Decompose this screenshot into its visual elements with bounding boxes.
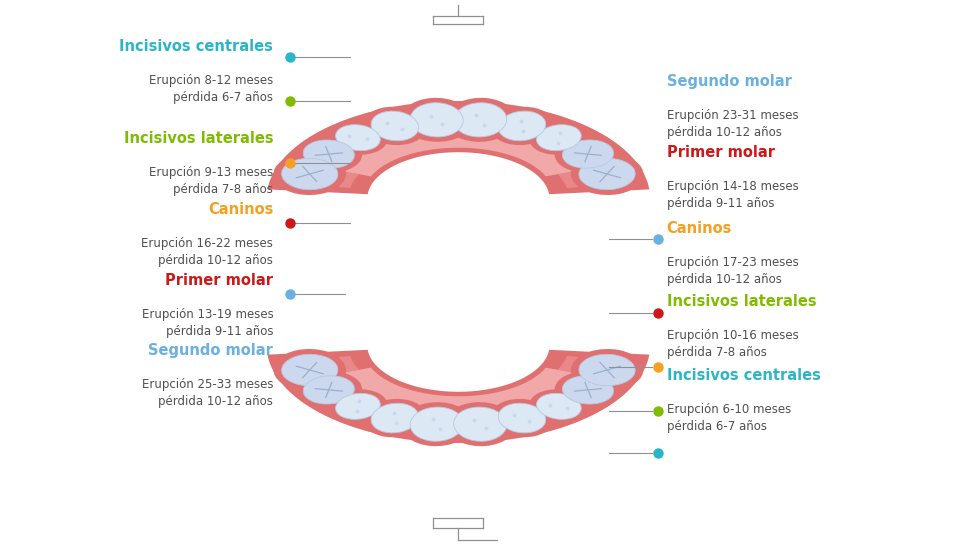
Ellipse shape xyxy=(371,111,418,141)
Text: Incisivos centrales: Incisivos centrales xyxy=(667,368,820,383)
Ellipse shape xyxy=(410,407,463,441)
Ellipse shape xyxy=(329,390,387,423)
Ellipse shape xyxy=(303,376,355,404)
Ellipse shape xyxy=(336,393,381,419)
Ellipse shape xyxy=(579,354,635,386)
Ellipse shape xyxy=(295,135,363,173)
PathPatch shape xyxy=(268,101,649,194)
PathPatch shape xyxy=(342,133,574,176)
Ellipse shape xyxy=(410,103,463,137)
Ellipse shape xyxy=(499,111,546,141)
Ellipse shape xyxy=(571,153,643,195)
Ellipse shape xyxy=(282,158,338,190)
Ellipse shape xyxy=(444,98,516,142)
Ellipse shape xyxy=(295,371,363,409)
Ellipse shape xyxy=(562,376,614,404)
Ellipse shape xyxy=(529,121,588,154)
PathPatch shape xyxy=(293,113,623,188)
Text: Erupción 10-16 meses
pérdida 7-8 años: Erupción 10-16 meses pérdida 7-8 años xyxy=(667,329,798,360)
Text: Primer molar: Primer molar xyxy=(165,273,273,288)
Text: Segundo molar: Segundo molar xyxy=(149,343,273,358)
Ellipse shape xyxy=(444,402,516,446)
Ellipse shape xyxy=(490,399,553,437)
Ellipse shape xyxy=(562,140,614,168)
Ellipse shape xyxy=(454,103,506,137)
Text: Erupción 16-22 meses
pérdida 10-12 años: Erupción 16-22 meses pérdida 10-12 años xyxy=(141,237,273,267)
Text: Primer molar: Primer molar xyxy=(667,145,775,160)
Ellipse shape xyxy=(273,153,346,195)
PathPatch shape xyxy=(342,368,574,411)
Text: Incisivos centrales: Incisivos centrales xyxy=(120,39,273,54)
Ellipse shape xyxy=(579,158,635,190)
Ellipse shape xyxy=(401,402,473,446)
Text: Segundo molar: Segundo molar xyxy=(667,74,791,89)
Text: Incisivos laterales: Incisivos laterales xyxy=(667,294,816,310)
Ellipse shape xyxy=(454,407,506,441)
Text: Incisivos laterales: Incisivos laterales xyxy=(124,131,273,146)
Ellipse shape xyxy=(554,371,621,409)
Ellipse shape xyxy=(363,399,427,437)
Text: Erupción 8-12 meses
pérdida 6-7 años: Erupción 8-12 meses pérdida 6-7 años xyxy=(149,73,273,104)
Ellipse shape xyxy=(490,107,553,145)
Ellipse shape xyxy=(571,349,643,391)
Ellipse shape xyxy=(303,140,355,168)
PathPatch shape xyxy=(268,350,649,443)
Ellipse shape xyxy=(282,354,338,386)
Ellipse shape xyxy=(329,121,387,154)
Text: Erupción 13-19 meses
pérdida 9-11 años: Erupción 13-19 meses pérdida 9-11 años xyxy=(142,307,273,338)
Ellipse shape xyxy=(554,135,621,173)
Ellipse shape xyxy=(371,403,418,433)
Ellipse shape xyxy=(363,107,427,145)
Text: Erupción 23-31 meses
pérdida 10-12 años: Erupción 23-31 meses pérdida 10-12 años xyxy=(667,109,798,139)
Ellipse shape xyxy=(336,125,381,151)
Text: Erupción 6-10 meses
pérdida 6-7 años: Erupción 6-10 meses pérdida 6-7 años xyxy=(667,403,791,433)
PathPatch shape xyxy=(293,356,623,431)
Ellipse shape xyxy=(273,349,346,391)
Ellipse shape xyxy=(401,98,473,142)
Ellipse shape xyxy=(536,125,581,151)
Text: Erupción 9-13 meses
pérdida 7-8 años: Erupción 9-13 meses pérdida 7-8 años xyxy=(149,166,273,196)
Text: Caninos: Caninos xyxy=(208,202,273,217)
Text: Erupción 25-33 meses
pérdida 10-12 años: Erupción 25-33 meses pérdida 10-12 años xyxy=(142,378,273,409)
Ellipse shape xyxy=(529,390,588,423)
Ellipse shape xyxy=(536,393,581,419)
Text: Erupción 17-23 meses
pérdida 10-12 años: Erupción 17-23 meses pérdida 10-12 años xyxy=(667,256,798,286)
Text: Caninos: Caninos xyxy=(667,221,732,236)
Text: Erupción 14-18 meses
pérdida 9-11 años: Erupción 14-18 meses pérdida 9-11 años xyxy=(667,180,798,210)
Ellipse shape xyxy=(499,403,546,433)
